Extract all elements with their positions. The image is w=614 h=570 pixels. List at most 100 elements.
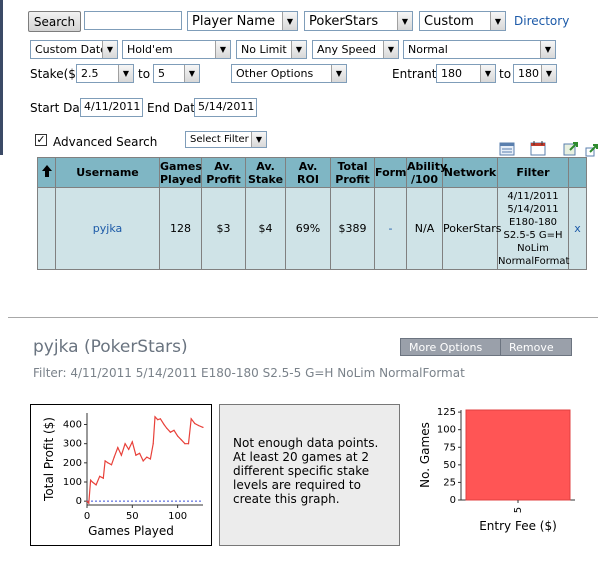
- custom-select[interactable]: Custom ▼: [419, 11, 506, 31]
- other-options-select[interactable]: Other Options ▼: [231, 64, 347, 83]
- directory-link[interactable]: Directory: [514, 14, 570, 28]
- profit-point: [142, 460, 144, 462]
- chevron-down-icon: ▼: [215, 41, 230, 58]
- entrants-to-label: to: [499, 67, 512, 81]
- remove-row-link[interactable]: x: [568, 187, 587, 270]
- speed-select[interactable]: Any Speed ▼: [312, 40, 399, 59]
- export-icon[interactable]: [563, 141, 579, 159]
- col-av-profit-line2: Profit: [206, 172, 241, 186]
- x-tick-label: 50: [126, 511, 139, 522]
- select-filter-value: Select Filter: [190, 134, 249, 145]
- cell-games-played: 128: [159, 187, 202, 270]
- profit-point: [131, 441, 133, 443]
- y-tick-label: 200: [63, 458, 82, 469]
- profit-chart: 0 100 200 300 400 0 50 100 Games Played Total Pro…: [30, 404, 212, 546]
- cell-av-profit: $3: [201, 187, 246, 270]
- row-spacer: [37, 187, 56, 270]
- x-axis-label: Entry Fee ($): [479, 519, 557, 533]
- col-remove: [568, 157, 587, 188]
- profit-point: [117, 446, 119, 449]
- speed-value: Any Speed: [317, 43, 376, 56]
- select-filter-select[interactable]: Select Filter ▼: [185, 131, 267, 148]
- y-tick-label: 50: [443, 460, 456, 471]
- y-tick-label: 125: [437, 407, 456, 418]
- player-title: pyjka (PokerStars): [33, 337, 188, 357]
- search-type-select[interactable]: Player Name ▼: [187, 11, 298, 31]
- profit-point: [194, 422, 196, 425]
- filter-line: NormalFormat: [498, 255, 570, 267]
- col-filter[interactable]: Filter: [497, 157, 569, 188]
- entrants-from-value: 180: [441, 67, 462, 80]
- cell-ability: N/A: [406, 187, 443, 270]
- profit-point: [124, 443, 126, 445]
- popout-icon[interactable]: [585, 144, 599, 160]
- col-total-profit[interactable]: Total Profit: [330, 157, 375, 188]
- col-av-roi[interactable]: Av. ROI: [285, 157, 331, 188]
- col-av-stake-line1: Av.: [256, 159, 275, 173]
- col-av-profit[interactable]: Av. Profit: [201, 157, 246, 188]
- profit-point: [128, 448, 130, 450]
- game-select[interactable]: Hold'em ▼: [122, 40, 231, 59]
- stake-from-select[interactable]: 2.5 ▼: [76, 64, 134, 83]
- col-ability-line2: /100: [411, 172, 438, 186]
- profit-point: [180, 439, 182, 441]
- table-view-icon[interactable]: [499, 142, 515, 159]
- start-date-input[interactable]: 4/11/2011: [80, 98, 143, 117]
- profit-point: [187, 443, 190, 445]
- search-button[interactable]: Search: [28, 11, 81, 32]
- entry-fee-chart-svg: 0 25 50 75 100 125 5 Entry Fee ($) No. Games: [418, 407, 575, 533]
- cell-av-stake: $4: [245, 187, 286, 270]
- profit-point: [154, 416, 156, 418]
- col-form[interactable]: Form: [374, 157, 407, 188]
- advanced-search-checkbox[interactable]: ✓: [35, 133, 47, 146]
- col-network[interactable]: Network: [442, 157, 498, 188]
- entrants-to-select[interactable]: 180 ▼: [513, 64, 557, 83]
- entrants-from-select[interactable]: 180 ▼: [436, 64, 496, 83]
- table-header-row: Username Games Played Av. Profit Av. Stake …: [37, 157, 587, 188]
- username-link[interactable]: pyjka: [55, 187, 160, 270]
- date-mode-value: Custom Date: [35, 43, 102, 56]
- col-ability[interactable]: Ability/100: [406, 157, 447, 188]
- profit-point: [107, 462, 109, 464]
- remove-player-button[interactable]: Remove: [500, 338, 572, 356]
- sort-arrow-icon[interactable]: [37, 157, 56, 188]
- stake-to-select[interactable]: 5 ▼: [153, 64, 200, 83]
- chevron-down-icon: ▼: [118, 65, 133, 82]
- cell-form: -: [374, 187, 407, 270]
- col-games-played[interactable]: Games Played: [159, 157, 202, 188]
- calendar-icon[interactable]: [530, 141, 546, 159]
- profit-point: [202, 426, 204, 428]
- custom-value: Custom: [424, 13, 474, 29]
- limit-select[interactable]: No Limit ▼: [236, 40, 307, 59]
- date-mode-select[interactable]: Custom Date ▼: [30, 40, 118, 59]
- format-select[interactable]: Normal ▼: [403, 40, 556, 59]
- stake-to-label: to: [138, 67, 151, 81]
- table-row: pyjka 128 $3 $4 69% $389 - N/A PokerStar…: [37, 187, 587, 270]
- chevron-down-icon: ▼: [184, 65, 199, 82]
- profit-point: [91, 481, 93, 483]
- y-tick-label: 100: [437, 425, 456, 436]
- y-tick-label: 75: [443, 442, 456, 453]
- stake-from-value: 2.5: [81, 67, 99, 80]
- col-username[interactable]: Username: [55, 157, 160, 188]
- profit-point: [184, 443, 186, 445]
- y-tick-label: 0: [450, 495, 456, 506]
- profit-point: [135, 454, 137, 456]
- col-av-stake[interactable]: Av. Stake: [245, 157, 286, 188]
- profit-point: [177, 435, 179, 437]
- site-select[interactable]: PokerStars ▼: [304, 11, 413, 31]
- profit-point: [139, 452, 141, 454]
- more-options-button[interactable]: More Options: [400, 338, 501, 356]
- chevron-down-icon: ▼: [102, 41, 117, 58]
- chevron-down-icon: ▼: [490, 12, 505, 30]
- cell-filter: 4/11/2011 5/14/2011 E180-180 S2.5-5 G=H …: [497, 187, 570, 270]
- y-tick-label: 400: [63, 420, 82, 431]
- col-games-played-line1: Games: [160, 159, 202, 173]
- search-type-value: Player Name: [192, 13, 275, 29]
- entry-fee-chart: 0 25 50 75 100 125 5 Entry Fee ($) No. Games: [405, 404, 585, 546]
- filter-line: NoLim: [517, 242, 549, 254]
- search-input[interactable]: [84, 11, 182, 30]
- filter-line: S2.5-5 G=H: [503, 229, 563, 241]
- profit-point: [102, 477, 104, 479]
- end-date-input[interactable]: 5/14/2011: [194, 98, 257, 117]
